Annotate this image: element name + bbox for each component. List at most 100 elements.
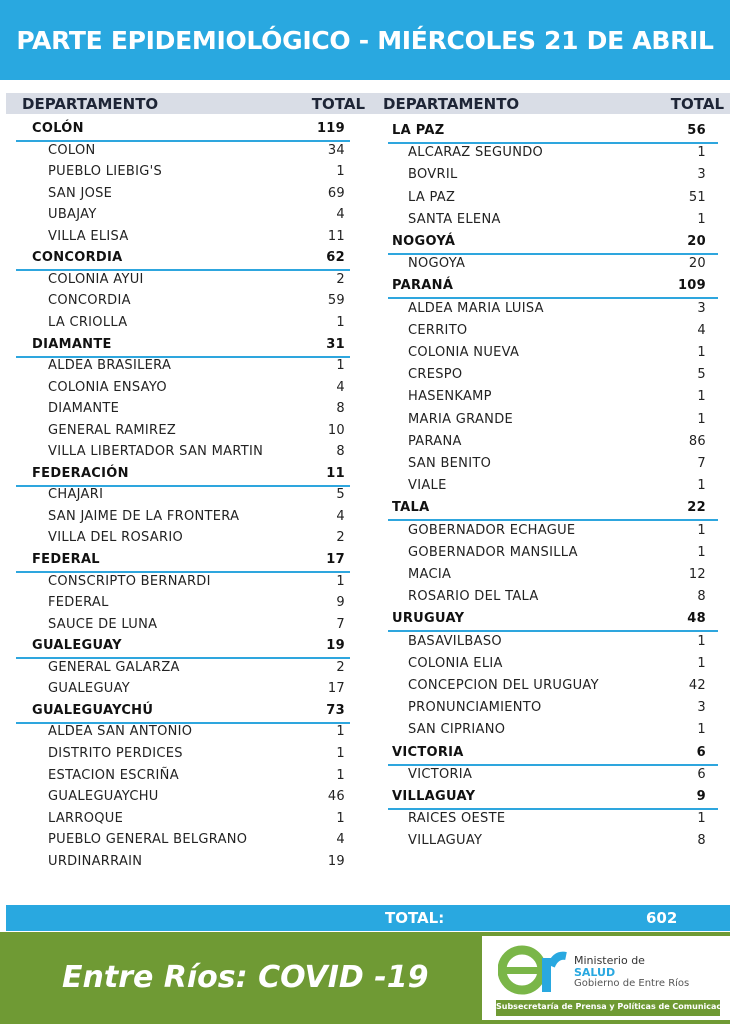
department-total: 11: [326, 465, 345, 481]
locality-total: 69: [327, 185, 345, 201]
logo-text: Subsecretaría de Prensa y Políticas de C…: [496, 1002, 730, 1011]
tagline: Entre Ríos: COVID -19: [62, 960, 429, 995]
department-total: 31: [326, 336, 345, 352]
locality-total: 1: [697, 811, 706, 827]
department-name: CONCORDIA: [32, 250, 123, 266]
logo-shape: [547, 951, 567, 968]
locality-name: DIAMANTE: [48, 401, 120, 417]
locality-total: 1: [336, 358, 345, 374]
locality-name: VILLA DEL ROSARIO: [48, 530, 183, 546]
locality-total: 1: [336, 767, 345, 783]
locality-name: LARROQUE: [48, 810, 124, 826]
locality-total: 11: [327, 228, 345, 244]
department-total: 20: [687, 234, 706, 249]
column-header: TOTAL: [311, 95, 365, 113]
locality-name: GUALEGUAYCHU: [48, 789, 159, 805]
locality-total: 2: [336, 659, 345, 675]
locality-total: 1: [697, 522, 706, 538]
locality-name: ALCARAZ SEGUNDO: [408, 145, 544, 161]
locality-name: GENERAL GALARZA: [48, 659, 180, 675]
locality-name: BASAVILBASO: [408, 633, 502, 649]
department-underline: [388, 519, 718, 522]
locality-name: URDINARRAIN: [48, 853, 143, 869]
department-name: GUALEGUAY: [32, 638, 122, 654]
locality-total: 1: [697, 633, 706, 649]
department-underline: [16, 484, 350, 487]
locality-name: COLONIA ELIA: [408, 655, 503, 671]
locality-total: 8: [336, 444, 345, 460]
locality-name: PARANA: [408, 433, 462, 449]
locality-name: CONCORDIA: [48, 293, 131, 309]
department-name: COLÓN: [32, 121, 84, 136]
locality-total: 3: [697, 700, 706, 716]
department-underline: [388, 253, 718, 255]
title: PARTE EPIDEMIOLÓGICO - MIÉRCOLES 21 DE A…: [16, 26, 714, 55]
locality-name: GOBERNADOR MANSILLA: [408, 544, 578, 560]
department-name: LA PAZ: [392, 123, 445, 138]
locality-name: ALDEA SAN ANTONIO: [48, 724, 193, 740]
locality-total: 86: [688, 433, 706, 449]
locality-total: 20: [688, 256, 706, 272]
locality-name: CONCEPCION DEL URUGUAY: [408, 678, 599, 693]
locality-total: 4: [336, 832, 345, 848]
locality-total: 1: [336, 724, 345, 740]
locality-name: COLONIA NUEVA: [408, 345, 520, 360]
locality-total: 46: [327, 789, 345, 805]
locality-total: 1: [336, 745, 345, 761]
locality-name: MACIA: [408, 567, 452, 582]
department-name: NOGOYÁ: [392, 234, 456, 249]
locality-name: ALDEA MARIA LUISA: [408, 300, 544, 316]
department-total: 22: [687, 500, 706, 516]
locality-name: UBAJAY: [48, 207, 97, 223]
logo-strip: [496, 1000, 720, 1016]
locality-name: ESTACION ESCRIÑA: [48, 767, 179, 783]
locality-total: 51: [688, 189, 706, 205]
locality-name: GUALEGUAY: [48, 681, 131, 697]
department-underline: [16, 140, 350, 142]
department-name: VICTORIA: [392, 744, 464, 760]
locality-name: VILLA ELISA: [48, 228, 129, 244]
locality-total: 1: [697, 478, 706, 494]
department-name: FEDERACIÓN: [32, 465, 129, 481]
locality-name: DISTRITO PERDICES: [48, 745, 183, 761]
locality-name: ALDEA BRASILERA: [48, 358, 172, 374]
department-name: FEDERAL: [32, 552, 100, 567]
locality-name: PRONUNCIAMIENTO: [408, 700, 542, 716]
column-header-bar: [6, 93, 730, 114]
locality-name: SAN BENITO: [408, 456, 492, 471]
department-total: 9: [696, 789, 706, 804]
department-underline: [388, 808, 718, 810]
locality-total: 1: [697, 389, 706, 405]
locality-name: COLONIA ENSAYO: [48, 379, 167, 395]
department-total: 48: [687, 611, 706, 627]
locality-name: GOBERNADOR ECHAGUE: [408, 522, 576, 538]
department-underline: [16, 355, 350, 358]
department-total: 73: [326, 702, 345, 718]
locality-name: CERRITO: [408, 322, 468, 338]
logo-text: Gobierno de Entre Ríos: [574, 978, 690, 989]
locality-total: 2: [336, 271, 345, 287]
department-name: VILLAGUAY: [392, 789, 476, 804]
logo-mark: [498, 945, 567, 995]
locality-total: 1: [336, 164, 345, 180]
locality-total: 3: [697, 300, 706, 316]
logo-text: SALUD: [574, 966, 616, 979]
department-total: 62: [326, 250, 345, 266]
logo-text: Ministerio de: [574, 954, 645, 967]
locality-total: 1: [697, 544, 706, 560]
locality-total: 34: [327, 142, 345, 158]
locality-name: COLON: [48, 142, 96, 158]
locality-name: PUEBLO GENERAL BELGRANO: [48, 832, 248, 848]
locality-name: BOVRIL: [408, 167, 458, 183]
logo-shape: [542, 958, 551, 992]
column-header: DEPARTAMENTO: [22, 95, 159, 113]
locality-name: CONSCRIPTO BERNARDI: [48, 573, 211, 589]
department-total: 119: [316, 121, 345, 136]
locality-name: SAUCE DE LUNA: [48, 616, 158, 632]
department-underline: [388, 297, 718, 300]
locality-name: CHAJARI: [48, 487, 104, 503]
locality-name: MARIA GRANDE: [408, 411, 514, 427]
department-underline: [388, 630, 718, 633]
locality-total: 7: [336, 616, 345, 632]
